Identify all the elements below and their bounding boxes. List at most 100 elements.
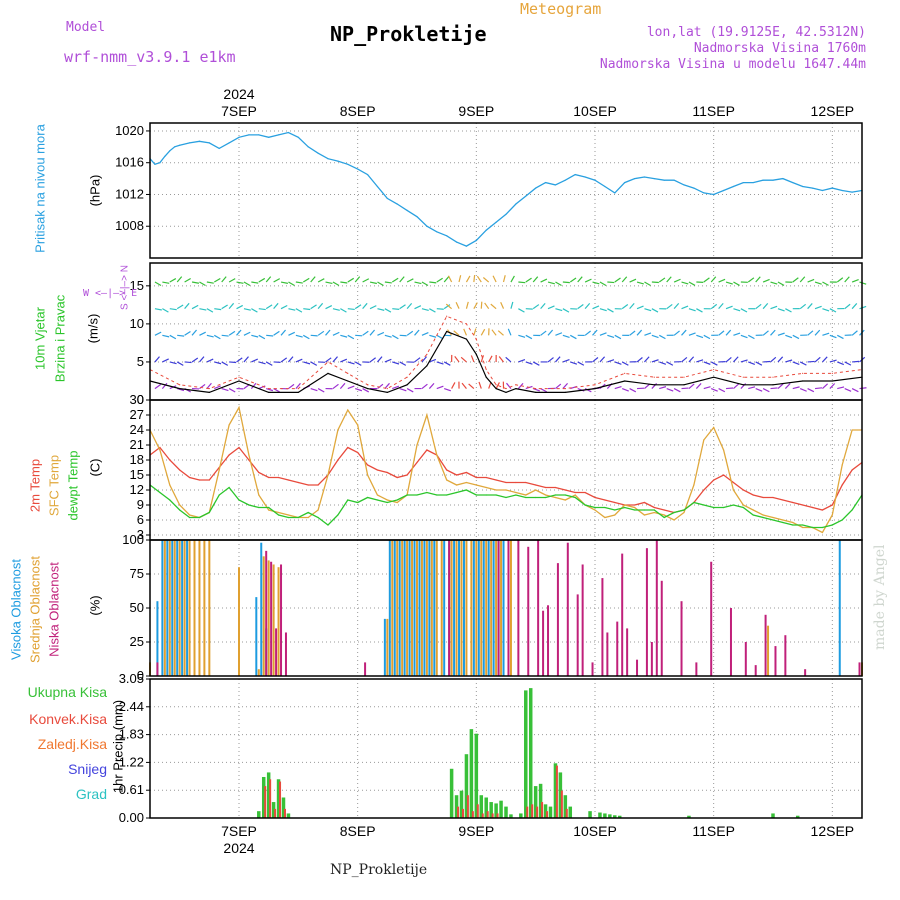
footer-station: NP_Prokletije <box>330 862 428 878</box>
ukupna-kisa-bar <box>795 815 800 818</box>
konvek-kisa-bar <box>269 779 272 818</box>
speed-point <box>465 338 468 340</box>
gust-point <box>475 338 477 340</box>
wind-barb <box>844 303 851 310</box>
wind-barb <box>161 382 168 389</box>
bottom-day-tick-label: 12SEP <box>811 823 855 839</box>
wind-barb <box>710 276 717 283</box>
pritisak-na-nivou-mora-point <box>594 179 596 181</box>
wind-barb <box>228 278 236 283</box>
wind-barb <box>518 308 525 313</box>
sfc-temp-point <box>802 526 804 529</box>
sfc-temp-point <box>287 514 290 516</box>
wind-barb <box>621 303 629 310</box>
ukupna-kisa-bar <box>271 802 276 818</box>
ukupna-kisa-bar <box>588 811 592 818</box>
sfc-temp-point <box>505 489 507 491</box>
dewpt-temp-point <box>703 504 705 506</box>
niska-oblacnost-bar <box>858 662 861 676</box>
wind-barb <box>770 329 776 336</box>
sfc-temp-point <box>742 504 744 506</box>
wind-y-tick-label: 5 <box>137 354 144 369</box>
srednja-oblacnost-bar <box>435 540 438 676</box>
wind-barb <box>547 281 555 285</box>
srednja-oblacnost-bar <box>440 540 443 676</box>
wind-barb <box>696 334 704 339</box>
niska-oblacnost-bar <box>754 665 757 676</box>
srednja-oblacnost-bar <box>203 540 206 676</box>
wind-barb <box>651 308 659 313</box>
temperature-y-tick-label: 27 <box>130 407 144 422</box>
wind-barb <box>347 308 355 311</box>
2m-temp-point <box>713 479 715 481</box>
pritisak-na-nivou-mora-point <box>208 142 210 144</box>
wind-barb <box>221 334 229 337</box>
wind-barb <box>584 330 592 336</box>
wind-barb <box>495 382 500 389</box>
speed-point <box>347 380 349 382</box>
wind-barb <box>792 361 800 366</box>
wind-barb <box>287 356 294 363</box>
ukupna-kisa-bar <box>464 754 469 818</box>
wind-barb <box>829 359 837 363</box>
srednja-oblacnost-bar <box>173 540 176 676</box>
wind-barb <box>206 334 214 338</box>
pritisak-na-nivou-mora-point <box>811 187 814 189</box>
wind-barb <box>725 281 733 285</box>
2m-temp-point <box>544 486 547 489</box>
wind-barb <box>445 303 453 310</box>
dewpt-temp-point <box>762 516 764 519</box>
wind-barb <box>154 308 162 311</box>
wind-barb <box>199 308 207 311</box>
srednja-oblacnost-bar <box>490 540 493 676</box>
wind-barb <box>376 356 383 363</box>
konvek-kisa-bar <box>461 808 464 818</box>
dewpt-temp-point <box>347 499 349 501</box>
dewpt-temp-point <box>574 496 576 499</box>
pritisak-na-nivou-mora-point <box>693 187 695 189</box>
wind-barb <box>184 278 191 283</box>
speed-point <box>624 380 626 382</box>
wind-barb <box>747 277 755 283</box>
sfc-temp-point <box>663 514 665 516</box>
niska-oblacnost-bar <box>156 662 159 676</box>
wind-barb <box>785 308 792 313</box>
wind-barb <box>673 278 681 283</box>
2m-temp-point <box>238 446 240 449</box>
precip-y-tick-label: 0.61 <box>119 782 144 797</box>
konvek-kisa-bar <box>491 813 494 818</box>
sfc-temp-point <box>268 509 270 511</box>
wind-barb <box>718 303 724 310</box>
wind-barb <box>340 308 347 313</box>
visoka-oblacnost-bar <box>487 540 490 676</box>
wind-barb <box>540 388 548 393</box>
konvek-kisa-bar <box>555 765 558 818</box>
legend-snow: Snijeg <box>68 761 107 777</box>
speed-point <box>515 387 517 390</box>
gust-point <box>268 387 270 390</box>
wind-barb <box>347 277 355 283</box>
wind-barb <box>206 382 212 389</box>
chart-title: NP_Prokletije <box>330 22 487 46</box>
sfc-temp-point <box>762 514 764 516</box>
gust-point <box>831 372 833 374</box>
wind-barb <box>755 388 763 392</box>
wind-barb <box>577 361 585 366</box>
niska-oblacnost-bar <box>621 553 624 676</box>
wind-barb <box>384 382 390 389</box>
pritisak-na-nivou-mora-point <box>297 136 299 138</box>
srednja-oblacnost-bar <box>386 618 389 676</box>
wind-barb <box>302 334 310 340</box>
visoka-oblacnost-bar <box>181 540 184 676</box>
wind-barb <box>406 330 414 336</box>
wind-compass-ew: W <–|–> E <box>83 288 138 299</box>
srednja-oblacnost-bar <box>411 540 414 676</box>
visoka-oblacnost-bar <box>423 540 426 676</box>
wind-barb <box>288 331 296 336</box>
wind-barb <box>317 278 325 283</box>
wind-barb <box>436 277 443 283</box>
gust-line <box>149 315 863 390</box>
wind-barb <box>614 385 622 390</box>
2m-temp-point <box>762 496 764 499</box>
dewpt-temp-point <box>544 496 547 499</box>
